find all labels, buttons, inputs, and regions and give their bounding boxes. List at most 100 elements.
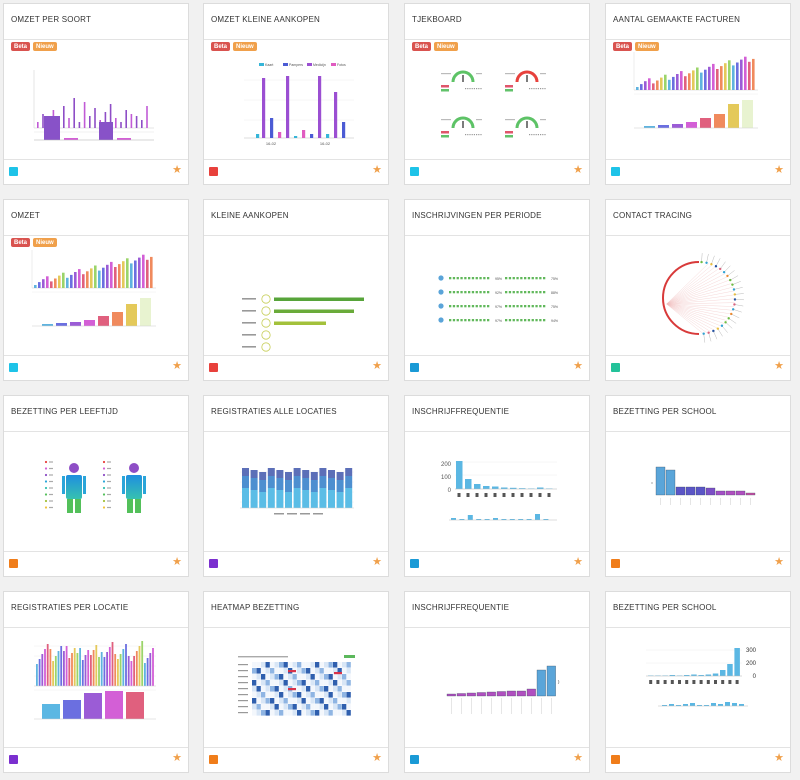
favorite-star-icon[interactable]: ★ bbox=[372, 360, 382, 372]
gauge-legend-swatch bbox=[441, 131, 449, 134]
dashboard-tile[interactable]: INSCHRIJFFREQUENTIE ★ bbox=[404, 591, 590, 773]
axis-tick-label bbox=[547, 493, 551, 497]
dot-cell bbox=[468, 277, 471, 280]
heatmap-cell bbox=[288, 710, 293, 716]
dashboard-tile[interactable]: INSCHRIJVINGEN PER PERIODE 95% 75% 92% 88% 97… bbox=[404, 199, 590, 381]
chord-link bbox=[666, 266, 717, 305]
favorite-star-icon[interactable]: ★ bbox=[372, 556, 382, 568]
legend-dot bbox=[102, 467, 106, 470]
percentage-label: 75% bbox=[551, 277, 558, 281]
dashboard-tile[interactable]: BEZETTING PER LEEFTIJD ★ bbox=[3, 395, 189, 577]
dot-cell bbox=[449, 305, 452, 308]
dashboard-tile[interactable]: OMZET KLEINE AANKOPEN Beta Nieuw Kaart Pampe… bbox=[203, 3, 389, 185]
person-leg bbox=[75, 499, 81, 513]
heatmap-cell bbox=[342, 710, 347, 716]
heatmap-highlight bbox=[288, 670, 296, 673]
tile-preview[interactable]: Beta Nieuw Kaart Pampers Medicijn Fotos 16-02 1… bbox=[204, 40, 388, 160]
chart-bar bbox=[302, 490, 310, 508]
legend-label bbox=[107, 461, 111, 463]
dashboard-tile[interactable]: OMZET PER SOORT Beta Nieuw ★ bbox=[3, 3, 189, 185]
tile-preview[interactable]: 95% 75% 92% 88% 97% 75% 97% 94% bbox=[405, 236, 589, 356]
category-label bbox=[242, 334, 256, 336]
dashboard-tile[interactable]: OMZET Beta Nieuw ★ bbox=[3, 199, 189, 381]
favorite-star-icon[interactable]: ★ bbox=[774, 164, 784, 176]
chart-bar bbox=[82, 274, 85, 288]
favorite-star-icon[interactable]: ★ bbox=[573, 360, 583, 372]
gauge-legend-swatch bbox=[505, 85, 513, 88]
chart-bar bbox=[259, 492, 267, 508]
gauge-tick bbox=[535, 134, 537, 136]
tile-preview[interactable] bbox=[606, 236, 790, 356]
favorite-star-icon[interactable]: ★ bbox=[774, 360, 784, 372]
chart-bar bbox=[727, 664, 733, 676]
chord-link bbox=[666, 279, 731, 305]
chart-bar bbox=[652, 83, 655, 90]
tile-preview[interactable]: Beta Nieuw bbox=[405, 40, 589, 160]
favorite-star-icon[interactable]: ★ bbox=[172, 556, 182, 568]
heatmap-row-label bbox=[238, 676, 248, 678]
node-label bbox=[728, 318, 737, 324]
node-label bbox=[730, 275, 739, 281]
chart-bar bbox=[705, 674, 712, 676]
favorite-star-icon[interactable]: ★ bbox=[573, 556, 583, 568]
heatmap-cell bbox=[288, 662, 293, 668]
person-arm bbox=[83, 476, 86, 494]
favorite-star-icon[interactable]: ★ bbox=[172, 752, 182, 764]
axis-tick-label bbox=[484, 493, 488, 497]
favorite-star-icon[interactable]: ★ bbox=[573, 164, 583, 176]
heatmap-cell bbox=[265, 680, 270, 686]
heatmap-cell bbox=[346, 680, 351, 686]
tile-preview[interactable] bbox=[204, 236, 388, 356]
axis-tick-label bbox=[538, 493, 542, 497]
heatmap-cell bbox=[301, 662, 306, 668]
chart-bar bbox=[285, 472, 292, 480]
tile-preview[interactable]: Beta Nieuw bbox=[606, 40, 790, 160]
heatmap-row-label bbox=[238, 694, 248, 696]
favorite-star-icon[interactable]: ★ bbox=[774, 752, 784, 764]
dot-cell bbox=[449, 291, 452, 294]
tile-preview[interactable] bbox=[4, 432, 188, 552]
favorite-star-icon[interactable]: ★ bbox=[573, 752, 583, 764]
heatmap-cell bbox=[292, 692, 297, 698]
dashboard-tile[interactable]: KLEINE AANKOPEN ★ bbox=[203, 199, 389, 381]
dashboard-tile[interactable]: TJEKBOARD Beta Nieuw ★ bbox=[404, 3, 590, 185]
heatmap-cell bbox=[333, 698, 338, 704]
heatmap-cell bbox=[333, 674, 338, 680]
tile-preview[interactable] bbox=[204, 432, 388, 552]
tile-preview[interactable]: Beta Nieuw bbox=[4, 236, 188, 356]
tile-preview[interactable] bbox=[4, 628, 188, 748]
heatmap-cell bbox=[337, 704, 342, 710]
favorite-star-icon[interactable]: ★ bbox=[172, 164, 182, 176]
tile-preview[interactable]: Beta Nieuw bbox=[4, 40, 188, 160]
chart-bar bbox=[752, 58, 755, 90]
chord-node bbox=[719, 267, 722, 271]
heatmap-cell bbox=[292, 704, 297, 710]
favorite-star-icon[interactable]: ★ bbox=[372, 752, 382, 764]
dot-cell bbox=[512, 305, 515, 308]
dashboard-tile[interactable]: REGISTRATIES ALLE LOCATIES ★ bbox=[203, 395, 389, 577]
tile-preview[interactable] bbox=[405, 628, 589, 748]
dashboard-tile[interactable]: HEATMAP BEZETTING ★ bbox=[203, 591, 389, 773]
dashboard-tile[interactable]: CONTACT TRACING ★ bbox=[605, 199, 791, 381]
dashboard-tile[interactable]: BEZETTING PER SCHOOL ★ bbox=[605, 395, 791, 577]
tile-preview[interactable] bbox=[606, 432, 790, 552]
tile-preview[interactable]: 300 200 0 bbox=[606, 628, 790, 748]
favorite-star-icon[interactable]: ★ bbox=[774, 556, 784, 568]
dot-cell bbox=[527, 305, 531, 308]
gauge-caption bbox=[476, 119, 482, 121]
dashboard-tile[interactable]: BEZETTING PER SCHOOL 300 200 0 ★ bbox=[605, 591, 791, 773]
dashboard-tile[interactable]: REGISTRATIES PER LOCATIE ★ bbox=[3, 591, 189, 773]
chart-bar bbox=[125, 644, 127, 686]
dashboard-tile[interactable]: AANTAL GEMAAKTE FACTUREN Beta Nieuw ★ bbox=[605, 3, 791, 185]
heatmap-cell bbox=[333, 668, 338, 674]
dashboard-tile[interactable]: INSCHRIJFFREQUENTIE 200 100 0 ★ bbox=[404, 395, 590, 577]
favorite-star-icon[interactable]: ★ bbox=[172, 360, 182, 372]
favorite-star-icon[interactable]: ★ bbox=[372, 164, 382, 176]
dot-cell bbox=[487, 319, 490, 322]
tile-preview[interactable] bbox=[204, 628, 388, 748]
tile-preview[interactable]: 200 100 0 bbox=[405, 432, 589, 552]
heatmap-cell bbox=[328, 668, 333, 674]
heatmap-cell bbox=[270, 710, 275, 716]
chord-link bbox=[666, 273, 726, 305]
